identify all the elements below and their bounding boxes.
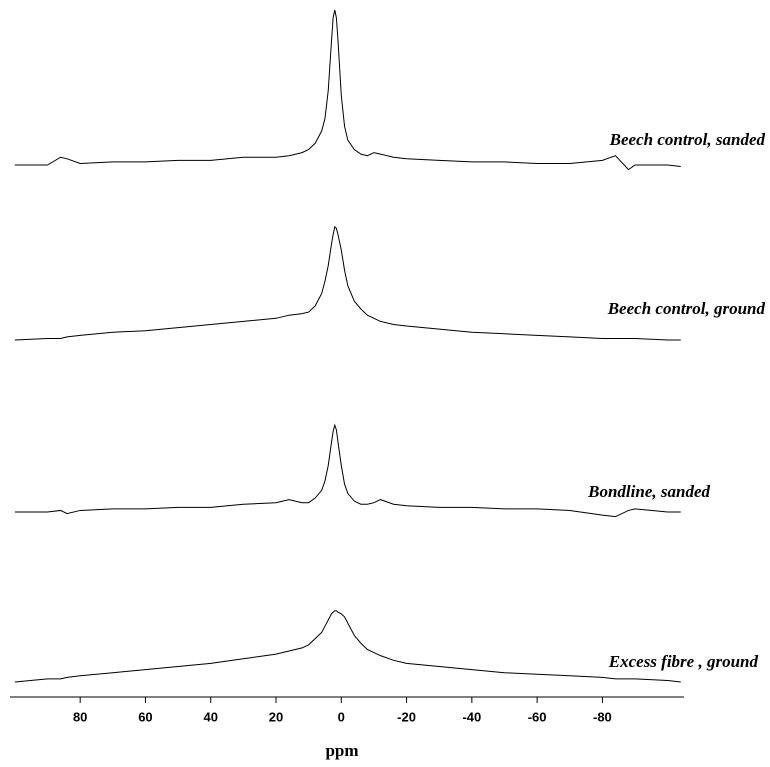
series-label: Bondline, sanded	[587, 482, 710, 501]
x-tick-label: 60	[138, 709, 152, 724]
spectrum-line	[14, 9, 681, 171]
spectrum-line	[14, 610, 681, 683]
x-tick-label: 40	[203, 709, 217, 724]
x-tick-label: -60	[528, 709, 547, 724]
series-label: Excess fibre , ground	[608, 652, 759, 671]
spectrum-line	[14, 225, 681, 341]
spectrum-line	[14, 423, 681, 518]
x-tick-label: 20	[269, 709, 283, 724]
x-tick-label: -80	[593, 709, 612, 724]
x-tick-label: 0	[338, 709, 345, 724]
x-tick-label: -20	[397, 709, 416, 724]
x-tick-label: -40	[462, 709, 481, 724]
x-tick-label: 80	[73, 709, 87, 724]
x-axis-title: ppm	[325, 741, 358, 760]
series-label: Beech control, ground	[607, 299, 766, 318]
series-label: Beech control, sanded	[609, 130, 766, 149]
